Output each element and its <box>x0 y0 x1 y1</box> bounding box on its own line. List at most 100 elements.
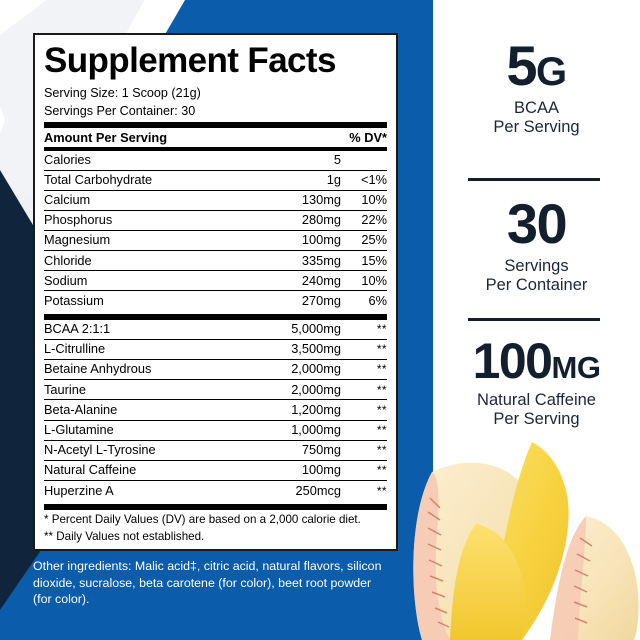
callout-caffeine-value: 100MG <box>433 336 640 386</box>
panel-title: Supplement Facts <box>44 41 336 80</box>
amount-per-serving-header-row: Amount Per Serving % DV* <box>44 128 387 147</box>
rule-below-amount-header <box>44 147 387 151</box>
table-row: L-Glutamine 1,000mg ** <box>44 420 387 441</box>
callout-divider-top <box>468 178 600 181</box>
callout-caffeine-caption-line1: Natural Caffeine <box>477 391 596 409</box>
table-row: Calcium 130mg 10% <box>44 190 387 211</box>
other-ingredients-text: Other ingredients: Malic acid‡, citric a… <box>33 559 382 606</box>
ingredient-name: Total Carbohydrate <box>44 170 263 191</box>
rule-above-amount-header <box>44 122 387 129</box>
callout-servings-caption-line2: Per Container <box>485 276 588 295</box>
ingredient-daily-value: 10% <box>341 190 387 211</box>
ingredient-daily-value: ** <box>341 460 387 482</box>
ingredient-daily-value: ** <box>341 440 387 462</box>
ingredient-name: Huperzine A <box>44 482 114 498</box>
rule-between-sections <box>44 313 387 320</box>
table-row: Sodium 240mg 10% <box>44 270 387 292</box>
ingredient-daily-value: ** <box>341 359 387 381</box>
callout-bcaa-unit: G <box>536 50 567 94</box>
table-row: Betaine Anhydrous 2,000mg ** <box>44 359 387 381</box>
ingredient-name: Chloride <box>44 250 263 272</box>
ingredient-name: BCAA 2:1:1 <box>44 319 250 340</box>
ingredient-name: Taurine <box>44 379 250 401</box>
active-ingredient-table-body: BCAA 2:1:1 5,000mg ** L-Citrulline 3,500mg **… <box>44 319 387 501</box>
ingredient-amount: 750mg <box>249 440 341 462</box>
ingredient-amount: 240mg <box>262 270 341 292</box>
callout-caffeine: 100MG Natural Caffeine Per Serving <box>433 336 640 430</box>
ingredient-amount: 1,200mg <box>249 399 341 421</box>
callout-servings: 30 Servings Per Container <box>433 196 640 296</box>
table-row: Huperzine A 250mcg ** <box>44 481 387 501</box>
ingredient-daily-value: ** <box>341 420 387 441</box>
highlight-callout-panel: 5G BCAA Per Serving 30 Servings Per Cont… <box>433 0 640 640</box>
ingredient-amount: 5,000mg <box>249 319 341 340</box>
footnote-daily-value-basis: * Percent Daily Values (DV) are based on… <box>44 512 361 526</box>
ingredient-name: Sodium <box>44 270 263 292</box>
table-row: Magnesium 100mg 25% <box>44 230 387 252</box>
callout-servings-number: 30 <box>506 192 568 255</box>
ingredient-amount: 5 <box>262 150 341 171</box>
ingredient-name: N-Acetyl L-Tyrosine <box>44 440 250 462</box>
ingredient-amount: 3,500mg <box>249 339 341 360</box>
peach-fruit-image <box>380 420 640 640</box>
callout-bcaa-caption-line2: Per Serving <box>493 118 580 137</box>
ingredient-name: L-Glutamine <box>44 420 250 441</box>
table-row: Chloride 335mg 15% <box>44 250 387 272</box>
ingredient-amount: 335mg <box>262 250 341 272</box>
ingredient-amount: 270mg <box>301 292 341 308</box>
ingredient-amount: 100mg <box>262 230 341 252</box>
ingredient-name: Calories <box>44 150 263 171</box>
table-row: Calories 5 <box>44 150 387 171</box>
callout-servings-value: 30 <box>433 196 640 252</box>
table-row: Phosphorus 280mg 22% <box>44 210 387 232</box>
ingredient-name: L-Citrulline <box>44 339 250 360</box>
table-row: N-Acetyl L-Tyrosine 750mg ** <box>44 440 387 462</box>
ingredient-amount: 1,000mg <box>249 420 341 441</box>
callout-servings-caption: Servings Per Container <box>433 257 640 296</box>
callout-bcaa-number: 5 <box>506 34 537 97</box>
ingredient-daily-value <box>341 150 387 171</box>
callout-caffeine-caption: Natural Caffeine Per Serving <box>433 391 640 430</box>
nutrient-table: Calories 5 Total Carbohydrate 1g <1% Calcium 1… <box>44 150 387 311</box>
ingredient-daily-value: ** <box>341 379 387 401</box>
callout-bcaa-caption: BCAA Per Serving <box>433 99 640 138</box>
ingredient-name: Phosphorus <box>44 210 263 232</box>
ingredient-name: Magnesium <box>44 230 263 252</box>
ingredient-daily-value: 25% <box>341 230 387 252</box>
nutrient-table-body: Calories 5 Total Carbohydrate 1g <1% Calcium 1… <box>44 150 387 311</box>
amount-per-serving-label: Amount Per Serving <box>44 130 168 146</box>
footnote-dv-not-established: ** Daily Values not established. <box>44 530 205 544</box>
ingredient-amount: 2,000mg <box>249 379 341 401</box>
ingredient-daily-value: <1% <box>341 170 387 191</box>
callout-bcaa-value: 5G <box>433 38 640 94</box>
callout-caffeine-number: 100 <box>472 333 553 389</box>
ingredient-name: Natural Caffeine <box>44 460 250 482</box>
ingredient-amount: 130mg <box>262 190 341 211</box>
ingredient-amount: 280mg <box>262 210 341 232</box>
ingredient-daily-value: ** <box>341 319 387 340</box>
table-row: Natural Caffeine 100mg ** <box>44 460 387 482</box>
ingredient-amount: 1g <box>262 170 341 191</box>
callout-bcaa: 5G BCAA Per Serving <box>433 38 640 138</box>
callout-caffeine-caption-line2: Per Serving <box>493 410 580 429</box>
table-row: Taurine 2,000mg ** <box>44 379 387 401</box>
percent-dv-label: % DV* <box>349 130 387 146</box>
servings-per-container-text: Servings Per Container: 30 <box>44 103 196 118</box>
ingredient-amount: 2,000mg <box>249 359 341 381</box>
ingredient-name: Betaine Anhydrous <box>44 359 250 381</box>
ingredient-daily-value: 22% <box>341 210 387 232</box>
ingredient-amount: 100mg <box>249 460 341 482</box>
active-ingredient-table: BCAA 2:1:1 5,000mg ** L-Citrulline 3,500mg **… <box>44 319 387 501</box>
ingredient-name: Potassium <box>44 292 104 308</box>
callout-divider-bottom <box>468 318 600 321</box>
callout-servings-caption-line1: Servings <box>504 257 569 275</box>
ingredient-daily-value: ** <box>341 339 387 360</box>
callout-bcaa-caption-line1: BCAA <box>514 99 559 117</box>
rule-above-footnotes <box>44 503 387 510</box>
ingredient-name: Beta-Alanine <box>44 399 250 421</box>
table-row: Potassium 270mg 6% <box>44 291 387 311</box>
serving-size-text: Serving Size: 1 Scoop (21g) <box>44 85 201 100</box>
table-row: Beta-Alanine 1,200mg ** <box>44 399 387 421</box>
supplement-facts-panel: Supplement Facts Serving Size: 1 Scoop (… <box>33 33 398 551</box>
